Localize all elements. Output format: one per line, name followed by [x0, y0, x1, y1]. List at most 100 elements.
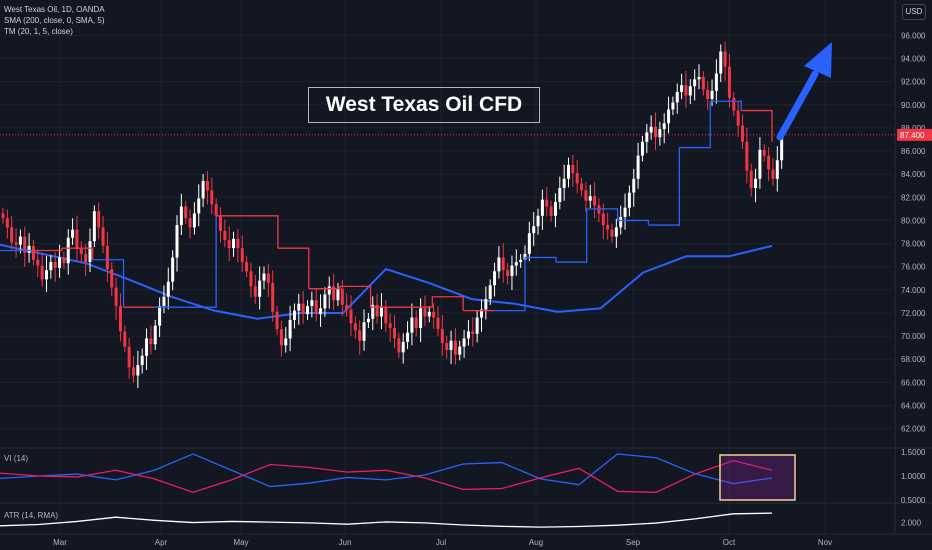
candle-body	[775, 160, 779, 179]
candle-body	[745, 141, 749, 171]
price-tick-label[interactable]: 62.000	[901, 425, 926, 434]
candle-body	[88, 241, 92, 263]
candle-body	[192, 213, 196, 228]
price-tick-label[interactable]: 86.000	[901, 147, 926, 156]
time-tick-label[interactable]: Jul	[436, 538, 446, 547]
candle-body	[549, 206, 553, 216]
time-tick-label[interactable]: May	[233, 538, 248, 547]
candle-body	[149, 338, 153, 345]
time-tick-label[interactable]: Nov	[818, 538, 832, 547]
time-tick-label[interactable]: Mar	[53, 538, 67, 547]
candle-body	[693, 79, 697, 87]
candle	[654, 112, 657, 150]
candle-body	[471, 331, 475, 334]
price-tick-label[interactable]: 78.000	[901, 240, 926, 249]
candle-body	[271, 282, 275, 312]
candle	[710, 79, 714, 107]
candle-body	[219, 215, 222, 231]
currency-button[interactable]: USD	[902, 4, 926, 20]
price-tick-label[interactable]: 84.000	[901, 170, 926, 179]
price-tick-label[interactable]: 68.000	[901, 355, 926, 364]
time-tick-label[interactable]: Jun	[339, 538, 352, 547]
candle	[580, 177, 584, 197]
candle-body	[610, 229, 614, 237]
tm-line-segment	[30, 248, 63, 252]
vi-minus-line	[0, 459, 773, 494]
candle	[606, 212, 610, 240]
time-tick-label[interactable]: Oct	[723, 538, 736, 547]
candle	[27, 233, 31, 263]
candle	[758, 137, 762, 189]
legend-tm[interactable]: TM (20, 1, 5, close)	[4, 27, 73, 36]
atr-tick-label[interactable]: 2.000	[901, 518, 922, 527]
candle-body	[158, 306, 162, 326]
candle-body	[514, 262, 518, 266]
time-tick-label[interactable]: Sep	[626, 538, 641, 547]
candle	[384, 300, 388, 332]
price-tick-label[interactable]: 94.000	[901, 54, 926, 63]
price-tick-label[interactable]: 72.000	[901, 309, 926, 318]
candle-body	[501, 257, 505, 271]
legend-sma[interactable]: SMA (200, close, 0, SMA, 5)	[4, 16, 105, 25]
atr-pane-label[interactable]: ATR (14, RMA)	[4, 511, 59, 520]
chart-title-annotation[interactable]: West Texas Oil CFD	[308, 87, 540, 123]
time-tick-label[interactable]: Aug	[529, 538, 543, 547]
candle	[658, 121, 662, 146]
legend-symbol[interactable]: West Texas Oil, 1D, OANDA	[4, 5, 105, 14]
candle	[227, 225, 231, 261]
time-tick-label[interactable]: Apr	[155, 538, 168, 547]
candle	[79, 241, 83, 263]
candle-body	[319, 308, 323, 315]
candle	[754, 168, 758, 203]
vi-tick-label[interactable]: 0.5000	[901, 496, 926, 505]
tm-line-segment	[555, 208, 588, 263]
price-tick-label[interactable]: 70.000	[901, 332, 926, 341]
candle	[223, 219, 227, 248]
vi-tick-label[interactable]: 1.5000	[901, 448, 926, 457]
candle-body	[292, 310, 296, 320]
highlight-box[interactable]	[719, 454, 796, 501]
candle-body	[771, 169, 775, 179]
candle-body	[132, 367, 135, 376]
candle	[714, 59, 718, 104]
candle-body	[567, 164, 570, 179]
price-tick-label[interactable]: 80.000	[901, 216, 926, 225]
candle-body	[701, 76, 705, 90]
candle-body	[584, 190, 588, 201]
candle-body	[536, 215, 540, 227]
candle	[749, 163, 753, 197]
candle	[762, 144, 766, 162]
price-tick-label[interactable]: 92.000	[901, 78, 926, 87]
price-tick-label[interactable]: 82.000	[901, 193, 926, 202]
candle	[410, 303, 414, 346]
candle	[449, 330, 453, 365]
candle	[236, 228, 240, 263]
price-tick-label[interactable]: 74.000	[901, 286, 926, 295]
candle-body	[553, 201, 557, 216]
candle	[649, 115, 653, 140]
price-tick-label[interactable]: 88.000	[901, 124, 926, 133]
candle-body	[184, 206, 188, 219]
candle	[319, 294, 323, 327]
candle-body	[654, 126, 657, 138]
candle	[588, 184, 592, 208]
vi-pane-label[interactable]: VI (14)	[4, 454, 29, 463]
price-tick-label[interactable]: 64.000	[901, 402, 926, 411]
price-tick-label[interactable]: 76.000	[901, 263, 926, 272]
candle	[88, 228, 92, 273]
candle	[736, 101, 740, 137]
price-axis[interactable]: 62.000 64.000 66.000 68.000 70.000 72.000 74.0…	[897, 31, 932, 434]
candle-body	[636, 155, 640, 179]
candle-body	[353, 323, 357, 331]
candle	[188, 209, 192, 239]
tm-line-segment	[185, 215, 217, 308]
candle	[101, 216, 105, 254]
time-axis[interactable]: Mar Apr May Jun Jul Aug Sep Oct Nov	[53, 538, 832, 547]
price-tick-label[interactable]: 96.000	[901, 31, 926, 40]
candle	[575, 160, 579, 194]
candle-body	[453, 340, 457, 355]
price-tick-label[interactable]: 90.000	[901, 101, 926, 110]
price-tick-label[interactable]: 66.000	[901, 378, 926, 387]
vi-tick-label[interactable]: 1.0000	[901, 472, 926, 481]
